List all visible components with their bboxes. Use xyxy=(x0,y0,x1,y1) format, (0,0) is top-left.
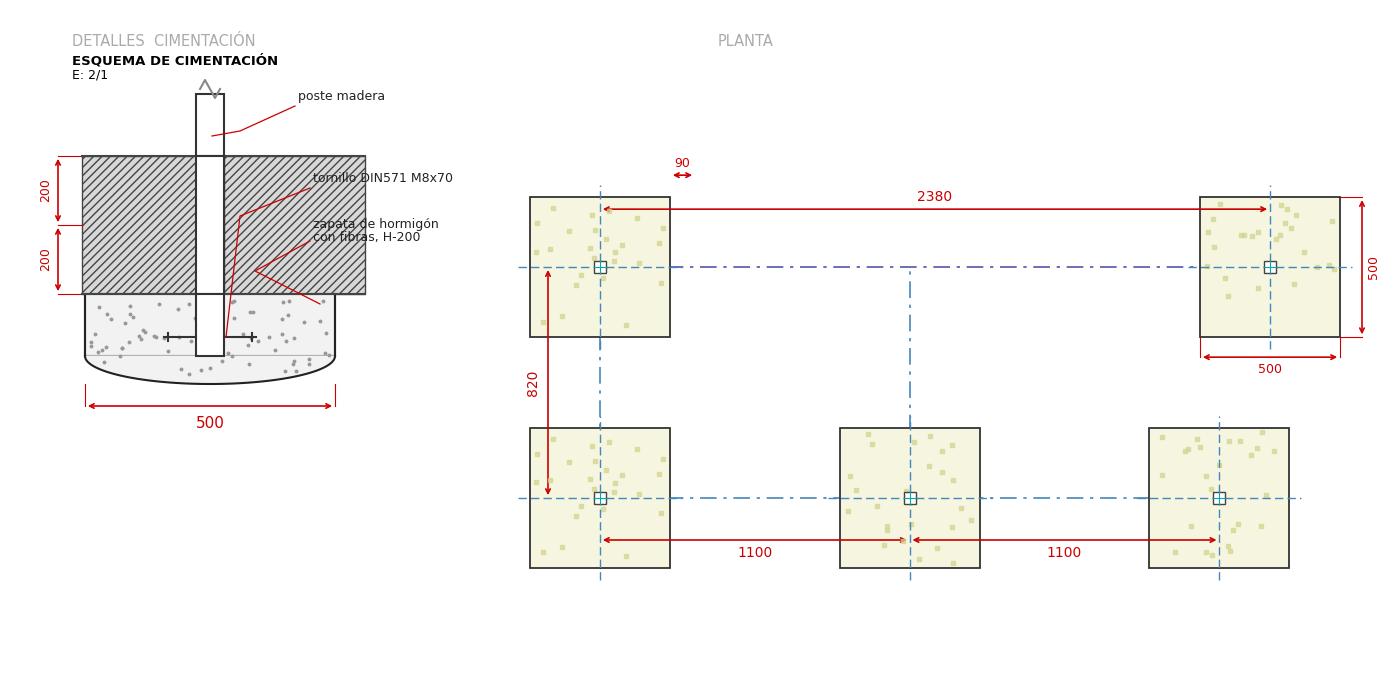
Bar xyxy=(1264,261,1275,273)
Polygon shape xyxy=(85,356,335,384)
Text: ESQUEMA DE CIMENTACIÓN: ESQUEMA DE CIMENTACIÓN xyxy=(71,53,279,67)
Bar xyxy=(1214,492,1225,504)
Text: E: 2/1: E: 2/1 xyxy=(71,69,108,82)
Bar xyxy=(531,428,671,568)
Bar xyxy=(903,492,916,504)
Bar xyxy=(196,156,224,294)
Bar xyxy=(840,428,980,568)
Text: PLANTA: PLANTA xyxy=(718,34,774,49)
Bar xyxy=(1200,197,1340,337)
Text: 200: 200 xyxy=(39,178,53,202)
Text: 500: 500 xyxy=(1366,255,1380,279)
Text: 200: 200 xyxy=(39,247,53,272)
Bar xyxy=(196,94,224,156)
Bar xyxy=(594,261,606,273)
Text: 1100: 1100 xyxy=(1047,546,1082,560)
Bar xyxy=(594,492,606,504)
Text: 1100: 1100 xyxy=(738,546,773,560)
Bar xyxy=(531,197,671,337)
Text: tornillo DIN571 M8x70: tornillo DIN571 M8x70 xyxy=(314,172,454,185)
Text: 820: 820 xyxy=(526,369,540,395)
Bar xyxy=(83,156,196,294)
Bar xyxy=(224,156,365,294)
Text: 2380: 2380 xyxy=(917,190,952,204)
Text: DETALLES  CIMENTACIÓN: DETALLES CIMENTACIÓN xyxy=(71,34,256,49)
Text: con fibras, H-200: con fibras, H-200 xyxy=(314,231,420,244)
Text: zapata de hormigón: zapata de hormigón xyxy=(314,218,438,231)
Text: 90: 90 xyxy=(675,157,690,170)
Bar xyxy=(85,294,335,356)
Bar xyxy=(1149,428,1289,568)
Text: 500: 500 xyxy=(1259,363,1282,376)
Text: poste madera: poste madera xyxy=(298,90,385,103)
Text: 500: 500 xyxy=(196,416,224,431)
Bar xyxy=(196,294,224,356)
